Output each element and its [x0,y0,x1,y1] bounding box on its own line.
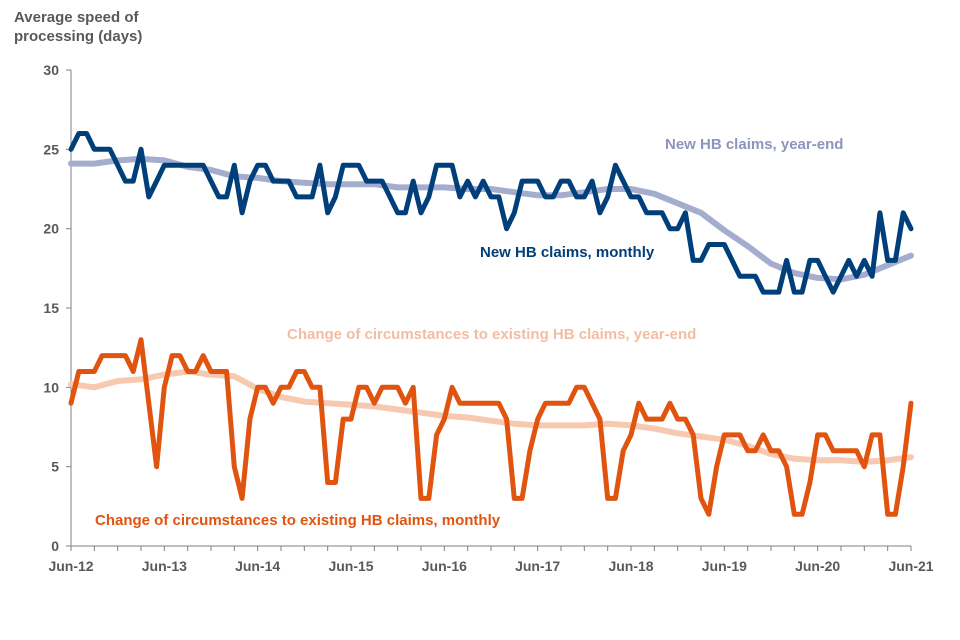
annotation-coc-monthly: Change of circumstances to existing HB c… [95,512,501,529]
series-line-0 [68,155,914,283]
y-tick-label: 10 [43,379,59,395]
y-tick-label: 15 [43,300,59,316]
x-tick-label: Jun-19 [702,558,747,574]
series-line-1 [68,131,914,295]
series-line-2 [68,368,914,465]
x-tick-label: Jun-13 [142,558,187,574]
series-line-3 [68,337,914,517]
y-tick-label: 25 [43,141,59,157]
x-tick-label: Jun-21 [888,558,933,574]
x-tick-label: Jun-12 [48,558,93,574]
x-tick-label: Jun-16 [422,558,467,574]
y-tick-label: 5 [51,459,59,475]
x-tick-label: Jun-14 [235,558,280,574]
annotation-coc-yearend: Change of circumstances to existing HB c… [287,326,697,343]
y-axis-label: Average speed of processing (days) [14,9,143,45]
y-tick-label: 0 [51,538,59,554]
annotation-new-monthly: New HB claims, monthly [480,244,655,261]
y-tick-label: 30 [43,62,59,78]
x-tick-label: Jun-18 [608,558,653,574]
x-tick-label: Jun-15 [328,558,373,574]
annotation-new-yearend: New HB claims, year-end [665,136,844,153]
x-tick-label: Jun-20 [795,558,840,574]
x-tick-label: Jun-17 [515,558,560,574]
y-tick-label: 20 [43,221,59,237]
